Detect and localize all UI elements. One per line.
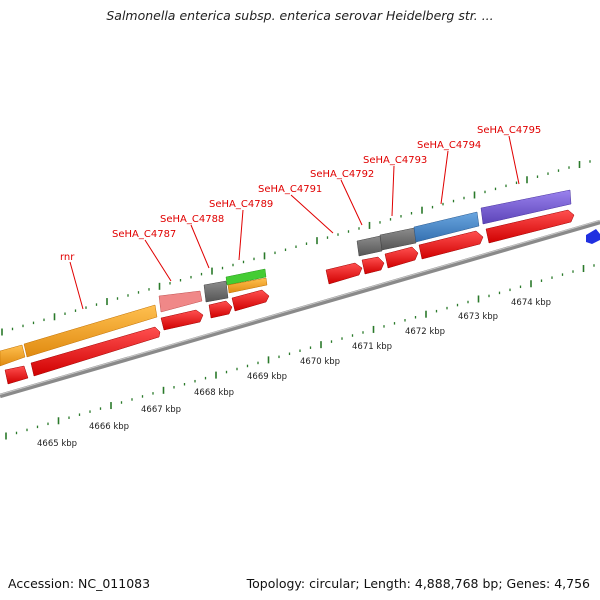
scale-label: 4666 kbp [89, 422, 129, 432]
upper-tick-track [1, 160, 591, 336]
scale-label: 4674 kbp [511, 298, 551, 308]
cds-arrow[interactable] [30, 326, 161, 377]
cds-arrow[interactable] [325, 262, 363, 285]
gene-label-SeHA_C4791[interactable]: SeHA_C4791 [258, 184, 322, 195]
scale-label: 4673 kbp [458, 312, 498, 322]
gene-block-gray-3[interactable] [379, 227, 417, 251]
scale-label: 4672 kbp [405, 327, 445, 337]
scale-label: 4668 kbp [194, 388, 234, 398]
gene-label-SeHA_C4793[interactable]: SeHA_C4793 [363, 155, 427, 166]
topology-summary: Topology: circular; Length: 4,888,768 bp… [246, 576, 590, 591]
genome-backbone [0, 219, 600, 399]
gene-block-steelblue[interactable] [413, 211, 480, 243]
gene-block-gray[interactable] [203, 280, 229, 303]
scale-label: 4665 kbp [37, 439, 77, 449]
cds-arrow[interactable] [160, 309, 204, 331]
cds-arrow[interactable] [361, 256, 385, 275]
gene-block-orange-small[interactable] [227, 277, 268, 294]
gene-label-SeHA_C4789[interactable]: SeHA_C4789 [209, 199, 273, 210]
cds-arrow[interactable] [485, 209, 575, 244]
gene-arrow-blue[interactable] [586, 229, 600, 244]
feature-track-upper [0, 189, 600, 367]
gene-block-gray-2[interactable] [356, 235, 383, 257]
gene-labels: rnr SeHA_C4787 SeHA_C4788 SeHA_C4789 SeH… [60, 125, 541, 263]
accession-text: Accession: NC_011083 [8, 576, 151, 591]
gene-block-pink[interactable] [158, 290, 203, 313]
scale-label: 4670 kbp [300, 357, 340, 367]
feature-track-lower [4, 209, 575, 385]
genome-backbone-highlight [0, 220, 600, 395]
gene-block-orange-left[interactable] [0, 344, 26, 367]
scale-label: 4669 kbp [247, 372, 287, 382]
gene-block-green[interactable] [225, 268, 267, 286]
cds-arrow[interactable] [418, 230, 484, 260]
scale-label: 4667 kbp [141, 405, 181, 415]
gene-block-purple[interactable] [480, 189, 572, 225]
gene-label-SeHA_C4794[interactable]: SeHA_C4794 [417, 140, 481, 151]
scale-label: 4671 kbp [352, 342, 392, 352]
cds-arrow[interactable] [208, 300, 233, 319]
cds-arrow[interactable] [4, 365, 29, 385]
rnr-gene-block[interactable] [23, 304, 158, 358]
cds-arrow[interactable] [384, 246, 419, 269]
gene-label-SeHA_C4792[interactable]: SeHA_C4792 [310, 169, 374, 180]
gene-label-SeHA_C4788[interactable]: SeHA_C4788 [160, 214, 224, 225]
cds-arrow[interactable] [231, 289, 270, 312]
gene-label-SeHA_C4795[interactable]: SeHA_C4795 [477, 125, 541, 136]
callout-lines [69, 135, 520, 310]
lower-tick-track [5, 264, 595, 440]
map-title: Salmonella enterica subsp. enterica sero… [106, 8, 494, 23]
gene-label-SeHA_C4787[interactable]: SeHA_C4787 [112, 229, 176, 240]
scale-labels: 4665 kbp 4666 kbp 4667 kbp 4668 kbp 4669… [37, 298, 551, 449]
gene-label-rnr[interactable]: rnr [60, 252, 75, 263]
